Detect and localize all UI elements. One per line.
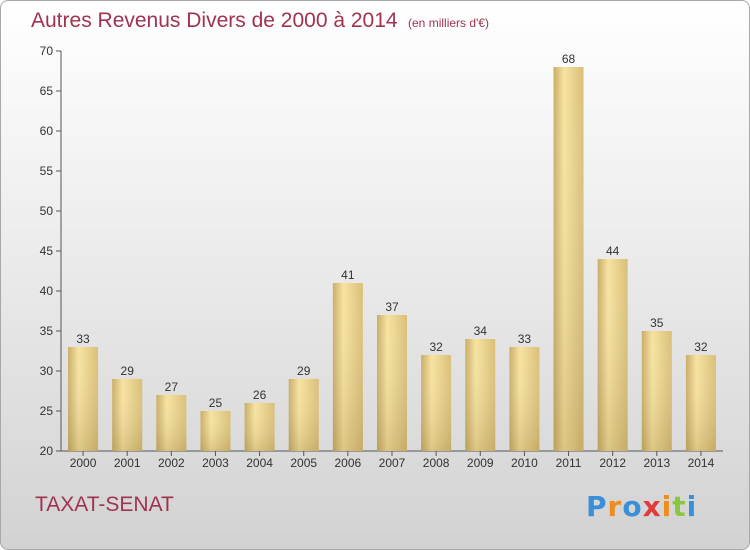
- data-label: 68: [562, 52, 576, 66]
- bar-shade: [156, 395, 187, 451]
- bar-shade: [68, 347, 99, 451]
- y-tick-label: 25: [40, 404, 54, 418]
- logo-letter: x: [642, 490, 662, 523]
- data-label: 44: [606, 244, 620, 258]
- bar-shade: [288, 379, 319, 451]
- y-tick-label: 30: [40, 364, 54, 378]
- chart-title-main: Autres Revenus Divers de 2000 à 2014: [31, 9, 398, 32]
- x-tick-label: 2007: [379, 456, 406, 470]
- y-tick-label: 20: [40, 444, 54, 458]
- y-tick-label: 60: [40, 124, 54, 138]
- x-tick-label: 2000: [70, 456, 97, 470]
- bar-shade: [332, 283, 363, 451]
- bar-shade: [112, 379, 143, 451]
- logo-letter: P: [586, 490, 608, 523]
- bar-shade: [685, 355, 716, 451]
- x-tick-label: 2008: [423, 456, 450, 470]
- data-label: 29: [297, 364, 311, 378]
- y-tick-label: 70: [40, 44, 54, 58]
- x-tick-label: 2011: [556, 456, 582, 470]
- x-tick-label: 2013: [643, 456, 670, 470]
- x-tick-label: 2004: [246, 456, 273, 470]
- proxiti-logo: Proxiti: [586, 490, 697, 523]
- x-tick-label: 2010: [511, 456, 538, 470]
- data-label: 33: [518, 332, 532, 346]
- y-tick-label: 40: [40, 284, 54, 298]
- place-name: TAXAT-SENAT: [35, 493, 174, 516]
- x-tick-label: 2003: [202, 456, 229, 470]
- data-label: 27: [165, 380, 179, 394]
- logo-letter: i: [686, 490, 698, 523]
- bar-shade: [465, 339, 496, 451]
- x-tick-label: 2006: [335, 456, 362, 470]
- data-label: 29: [121, 364, 135, 378]
- bar-shade: [509, 347, 540, 451]
- logo-letter: i: [661, 490, 673, 523]
- bar-shade: [200, 411, 231, 451]
- bar-shade: [244, 403, 275, 451]
- y-tick-label: 35: [40, 324, 54, 338]
- x-tick-label: 2005: [290, 456, 317, 470]
- data-label: 34: [474, 324, 488, 338]
- chart-title: Autres Revenus Divers de 2000 à 2014 (en…: [31, 9, 489, 33]
- data-label: 25: [209, 396, 223, 410]
- logo-letter: r: [607, 490, 623, 523]
- data-label: 41: [341, 268, 355, 282]
- chart-title-unit: (en milliers d'€): [408, 16, 489, 30]
- data-label: 35: [650, 316, 664, 330]
- data-label: 32: [429, 340, 443, 354]
- x-tick-label: 2001: [114, 456, 141, 470]
- y-tick-label: 65: [40, 84, 54, 98]
- y-tick-label: 55: [40, 164, 54, 178]
- logo-letter: t: [672, 490, 687, 523]
- x-tick-label: 2014: [688, 456, 715, 470]
- x-tick-label: 2009: [467, 456, 494, 470]
- bar-shade: [641, 331, 672, 451]
- bar-shade: [597, 259, 628, 451]
- y-tick-label: 45: [40, 244, 54, 258]
- logo-letter: o: [622, 490, 643, 523]
- bar-shade: [377, 315, 407, 451]
- x-tick-label: 2002: [158, 456, 185, 470]
- bar-shade: [421, 355, 452, 451]
- data-label: 37: [385, 300, 399, 314]
- data-label: 32: [694, 340, 708, 354]
- x-tick-label: 2012: [599, 456, 626, 470]
- y-tick-label: 50: [40, 204, 54, 218]
- bar-shade: [553, 67, 584, 451]
- data-label: 33: [76, 332, 90, 346]
- data-label: 26: [253, 388, 267, 402]
